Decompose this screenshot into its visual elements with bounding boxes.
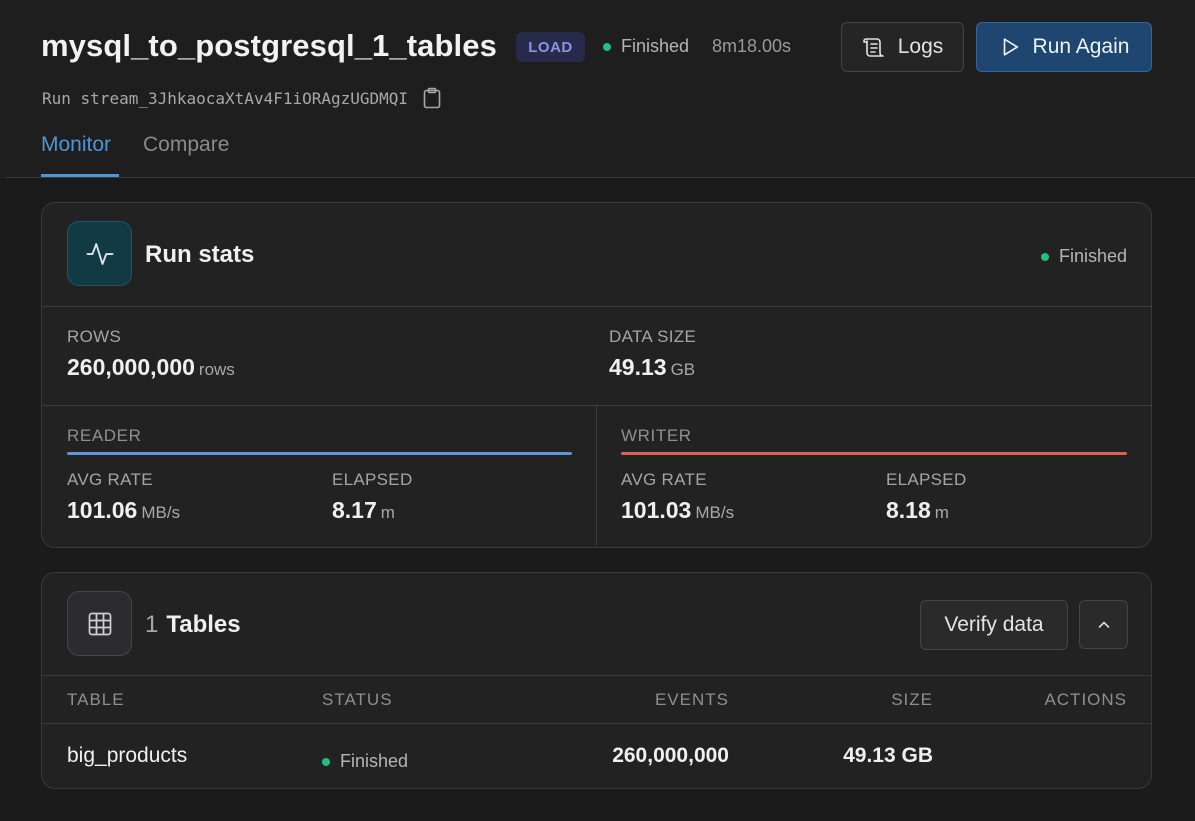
reader-label: READER	[67, 426, 142, 445]
divider	[42, 306, 1151, 307]
header-status: Finished	[603, 36, 689, 57]
column-header-status: STATUS	[322, 690, 393, 709]
run-again-label: Run Again	[1032, 35, 1130, 58]
status-dot-icon	[322, 757, 330, 766]
writer-elapsed-unit: m	[934, 503, 949, 522]
table-status: Finished	[322, 751, 408, 772]
run-stats-icon-box	[67, 221, 132, 286]
rows-label: ROWS	[67, 327, 122, 346]
table-size: 49.13 GB	[843, 744, 933, 767]
writer-elapsed-label: ELAPSED	[886, 470, 967, 489]
rows-unit: rows	[198, 360, 235, 379]
reader-avg-rate-number: 101.06	[67, 497, 138, 523]
reader-elapsed-value: 8.17 m	[332, 497, 395, 524]
writer-avg-rate-number: 101.03	[621, 497, 692, 523]
reader-bar	[67, 452, 572, 455]
activity-pulse-icon	[86, 242, 113, 265]
logs-button[interactable]: Logs	[841, 22, 964, 72]
scroll-icon	[862, 38, 884, 57]
run-header: mysql_to_postgresql_1_tables LOAD Finish…	[0, 0, 1195, 178]
logs-button-label: Logs	[897, 35, 944, 58]
run-again-button[interactable]: Run Again	[976, 22, 1152, 72]
header-divider	[5, 177, 1195, 178]
data-size-number: 49.13	[609, 354, 667, 380]
run-id: stream_3JhkaocaXtAv4F1iORAgzUGDMQI	[80, 88, 409, 108]
play-icon	[1003, 38, 1018, 56]
reader-writer-divider	[596, 405, 597, 547]
tables-card: 1 Tables Verify data TABLE STATUS EVENTS …	[41, 572, 1152, 789]
active-tab-indicator	[41, 174, 119, 177]
status-dot-icon	[603, 42, 611, 51]
writer-avg-rate-value: 101.03 MB/s	[621, 497, 734, 524]
run-stats-status-text: Finished	[1058, 246, 1127, 266]
data-size-label: DATA SIZE	[609, 327, 697, 346]
clipboard-icon[interactable]	[422, 87, 442, 109]
header-status-text: Finished	[621, 36, 690, 56]
reader-avg-rate-value: 101.06 MB/s	[67, 497, 180, 524]
writer-bar	[621, 452, 1127, 455]
divider	[42, 723, 1151, 724]
writer-label: WRITER	[621, 426, 692, 445]
reader-avg-rate-label: AVG RATE	[67, 470, 153, 489]
writer-elapsed-value: 8.18 m	[886, 497, 949, 524]
writer-avg-rate-label: AVG RATE	[621, 470, 707, 489]
page-title: mysql_to_postgresql_1_tables	[41, 28, 497, 63]
table-name: big_products	[67, 744, 188, 767]
table-status-text: Finished	[340, 751, 409, 771]
run-stats-title: Run stats	[145, 241, 255, 268]
tables-count: 1	[145, 611, 159, 638]
reader-avg-rate-unit: MB/s	[141, 503, 181, 522]
column-header-events: EVENTS	[654, 690, 729, 709]
tab-compare[interactable]: Compare	[143, 133, 230, 156]
reader-elapsed-unit: m	[380, 503, 395, 522]
tab-monitor[interactable]: Monitor	[41, 133, 112, 156]
rows-value: 260,000,000 rows	[67, 354, 235, 381]
tables-title: Tables	[166, 611, 241, 638]
tables-icon-box	[67, 591, 132, 656]
reader-elapsed-label: ELAPSED	[332, 470, 413, 489]
table-events: 260,000,000	[612, 744, 729, 767]
column-header-size: SIZE	[891, 690, 933, 709]
rows-number: 260,000,000	[67, 354, 195, 380]
column-header-actions: ACTIONS	[1044, 690, 1127, 709]
data-size-value: 49.13 GB	[609, 354, 695, 381]
verify-data-button[interactable]: Verify data	[920, 600, 1068, 650]
writer-avg-rate-unit: MB/s	[695, 503, 735, 522]
run-stats-status: Finished	[1040, 246, 1127, 267]
table-grid-icon	[88, 612, 111, 635]
divider	[42, 675, 1151, 676]
column-header-table: TABLE	[67, 690, 125, 709]
run-prefix: Run	[42, 88, 71, 108]
load-badge: LOAD	[516, 32, 585, 62]
chevron-up-icon	[1098, 621, 1109, 628]
collapse-button[interactable]	[1079, 600, 1128, 649]
tables-heading: 1 Tables	[145, 611, 241, 639]
data-size-unit: GB	[670, 360, 696, 379]
run-id-row: Run stream_3JhkaocaXtAv4F1iORAgzUGDMQI	[42, 87, 442, 109]
header-duration: 8m18.00s	[712, 36, 792, 56]
status-dot-icon	[1040, 252, 1049, 261]
writer-elapsed-number: 8.18	[886, 497, 931, 523]
reader-elapsed-number: 8.17	[332, 497, 377, 523]
run-stats-card: Run stats Finished ROWS 260,000,000 rows …	[41, 202, 1152, 548]
